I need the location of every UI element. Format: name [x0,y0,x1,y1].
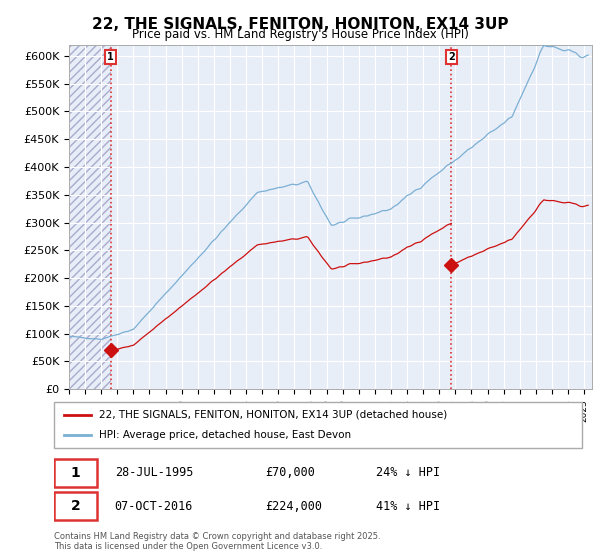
Text: 24% ↓ HPI: 24% ↓ HPI [376,466,440,479]
FancyBboxPatch shape [54,402,582,448]
Text: 41% ↓ HPI: 41% ↓ HPI [376,500,440,513]
Text: 1: 1 [71,465,80,479]
Text: 2: 2 [71,500,80,514]
Text: £70,000: £70,000 [265,466,315,479]
Text: 22, THE SIGNALS, FENITON, HONITON, EX14 3UP: 22, THE SIGNALS, FENITON, HONITON, EX14 … [92,17,508,32]
FancyBboxPatch shape [54,492,97,520]
Text: Price paid vs. HM Land Registry's House Price Index (HPI): Price paid vs. HM Land Registry's House … [131,28,469,41]
Text: £224,000: £224,000 [265,500,322,513]
Bar [69,45,110,389]
Text: 1: 1 [107,52,114,62]
Text: 28-JUL-1995: 28-JUL-1995 [115,466,193,479]
Text: 22, THE SIGNALS, FENITON, HONITON, EX14 3UP (detached house): 22, THE SIGNALS, FENITON, HONITON, EX14 … [99,410,447,420]
Text: HPI: Average price, detached house, East Devon: HPI: Average price, detached house, East… [99,430,351,440]
FancyBboxPatch shape [54,459,97,487]
Text: Contains HM Land Registry data © Crown copyright and database right 2025.
This d: Contains HM Land Registry data © Crown c… [54,532,380,552]
Text: 2: 2 [448,52,455,62]
Text: 07-OCT-2016: 07-OCT-2016 [115,500,193,513]
